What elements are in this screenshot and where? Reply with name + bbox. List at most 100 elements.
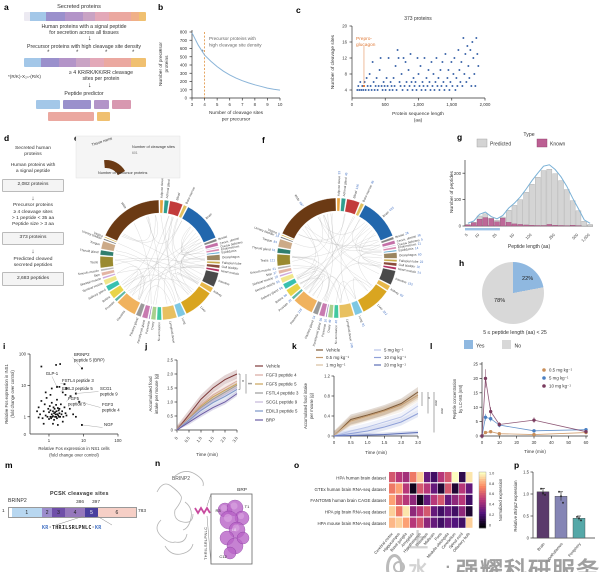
circos-segment [102, 273, 116, 280]
o-heatmap-cell [466, 517, 473, 528]
d-step: a signal peptide [15, 169, 51, 175]
circos-segment [103, 275, 118, 286]
a-bar-segment [138, 12, 146, 21]
circos-segment [383, 249, 397, 253]
svg-text:EDIL3 peptide 5: EDIL3 peptide 5 [62, 386, 93, 391]
svg-text:0: 0 [185, 96, 188, 101]
panel-a-pipeline: Secreted proteins Human proteins with a … [0, 0, 204, 128]
svg-text:0.5 mg kg⁻¹: 0.5 mg kg⁻¹ [549, 368, 573, 373]
svg-text:NGF: NGF [104, 422, 113, 427]
a-motif-note: *(R/K)-X₂ₙ-(R/K) [8, 74, 41, 79]
svg-text:Vehicle: Vehicle [326, 348, 341, 353]
n-brp-helix [194, 506, 211, 515]
svg-text:high cleavage site density: high cleavage site density [209, 43, 262, 48]
o-heatmap-cell [396, 472, 403, 483]
o-heatmap-cell [445, 472, 452, 483]
svg-text:3.0: 3.0 [415, 440, 421, 445]
svg-text:*: * [424, 397, 430, 399]
svg-text:10: 10 [278, 102, 283, 107]
svg-text:0.5: 0.5 [523, 514, 529, 519]
circos-segment [105, 280, 120, 292]
svg-text:200: 200 [454, 171, 462, 176]
svg-text:1.2: 1.2 [324, 374, 330, 379]
circos-segment [291, 288, 304, 300]
circos-segment [279, 271, 293, 278]
svg-text:5: 5 [464, 232, 470, 238]
svg-text:EDIL3 peptide 5: EDIL3 peptide 5 [266, 409, 298, 414]
d-step: Secreted human [15, 146, 51, 151]
circos-tissue-label: Epididymis [221, 249, 237, 255]
o-heatmap-cell [396, 494, 403, 505]
svg-text:FGF5 peptide 5: FGF5 peptide 5 [266, 382, 297, 387]
a-peptide-block [112, 100, 131, 109]
svg-text:C12: C12 [219, 554, 227, 559]
svg-text:4: 4 [203, 102, 206, 107]
circos-tissue-label: Oesophagus60 [399, 252, 422, 257]
svg-text:2.0: 2.0 [167, 372, 173, 377]
circos-segment [103, 238, 117, 245]
a-precursor-bar-1 [24, 12, 146, 21]
o-heatmap-cell [459, 506, 466, 517]
svg-text:12: 12 [342, 56, 347, 61]
circos-segment [312, 300, 323, 316]
circos-segment [383, 252, 398, 259]
svg-text:25: 25 [491, 232, 498, 239]
svg-text:0.6: 0.6 [489, 492, 494, 496]
svg-text:Number of cleavage sites: Number of cleavage sites [132, 145, 175, 149]
circos-segment [206, 261, 221, 264]
svg-text:peptide 9: peptide 9 [100, 391, 118, 396]
circos-tissue-label: Pituitary gland [129, 317, 140, 337]
h-legend-yes: Yes [464, 340, 484, 350]
m-protein-label: BRINP2 [8, 498, 27, 504]
panel-n-structure: BRINP2 R3 T1 L8 C12 BRP THRILSRLPNLC [156, 471, 253, 565]
circos-tissue-label: Fallopian tube22 [399, 259, 424, 264]
svg-text:1,500: 1,500 [446, 102, 457, 107]
svg-text:0.4: 0.4 [489, 503, 494, 507]
o-heatmap-cell [389, 494, 396, 505]
svg-text:Predicted: Predicted [490, 142, 511, 148]
m-title: PCSK cleavage sites [50, 491, 109, 497]
o-heatmap-cell [410, 494, 417, 505]
svg-text:Relative Fos expression in INS: Relative Fos expression in INS1 [4, 364, 9, 424]
svg-text:0.5: 0.5 [183, 435, 191, 443]
o-heatmap-cell [431, 506, 438, 517]
circos-tissue-label: Vagina [93, 231, 103, 238]
circos-segment [376, 279, 391, 291]
circos-segment [203, 238, 218, 246]
panel-l-pharmacokinetics: 0 5 10 15 20 25 0 10 20 30 40 50 60 0.5 mg kg⁻¹ 5 mg k… [452, 362, 589, 454]
svg-text:50: 50 [508, 232, 515, 239]
d-step: secreted peptides [13, 263, 53, 268]
svg-text:0: 0 [351, 102, 354, 107]
circos-segment [156, 306, 162, 321]
svg-text:6: 6 [229, 102, 232, 107]
o-heatmap-cell [396, 517, 403, 528]
a-caption-3b: sites per protein [82, 76, 120, 82]
svg-text:600: 600 [180, 46, 188, 51]
svg-text:per mouse (g): per mouse (g) [309, 392, 314, 419]
svg-text:Relative Brinp2 expression: Relative Brinp2 expression [513, 480, 518, 532]
svg-text:100: 100 [180, 87, 188, 92]
svg-text:8: 8 [254, 102, 257, 107]
d-step: > 1 peptide < 35 aa [11, 216, 55, 222]
n-coil [156, 519, 188, 543]
o-heatmap-cell [438, 472, 445, 483]
circos-segment [344, 198, 360, 215]
o-heatmap-cell [459, 483, 466, 494]
svg-text:HPA human brain dataset: HPA human brain dataset [336, 475, 386, 480]
circos-tissue-label: Thyroid gland51 [252, 245, 276, 252]
circos-segment [382, 246, 397, 251]
svg-text:Time (min): Time (min) [524, 449, 546, 454]
circos-tissue-label: Heart muscle24 [398, 267, 422, 275]
a-bar-segment [131, 58, 146, 67]
o-heatmap-cell [459, 494, 466, 505]
circos-segment [382, 244, 396, 249]
svg-text:500: 500 [382, 102, 390, 107]
circos-tissue-label: Gall bladder [221, 265, 238, 271]
circos-segment [357, 283, 388, 312]
circos-tissue-label: Adipose tissue33 [337, 171, 342, 196]
svg-text:0.5: 0.5 [348, 440, 354, 445]
circos-tissue-label: Cervix, uterine [219, 236, 240, 245]
